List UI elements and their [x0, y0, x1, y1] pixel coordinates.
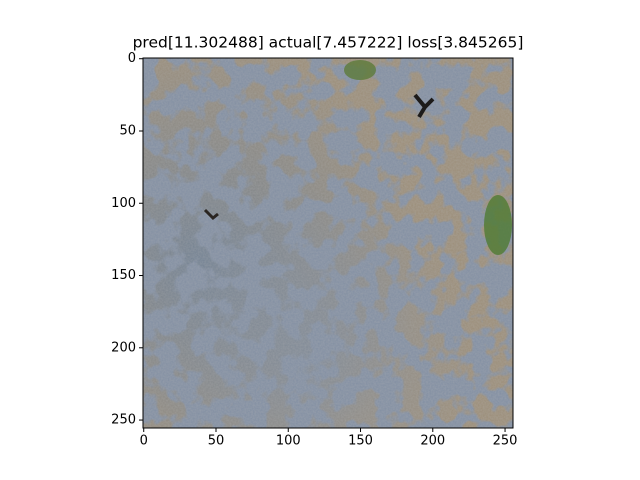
x-tick-label: 0 — [140, 434, 148, 449]
x-tick-label: 50 — [208, 434, 225, 449]
x-tick-label: 250 — [493, 434, 518, 449]
x-tick-label: 150 — [348, 434, 373, 449]
axes-frame — [142, 57, 514, 429]
chart-title: pred[11.302488] actual[7.457222] loss[3.… — [133, 34, 524, 52]
x-tick-label: 200 — [420, 434, 445, 449]
y-tick-label: 150 — [111, 268, 136, 283]
y-tick-label: 0 — [128, 51, 136, 66]
y-tick-label: 250 — [111, 413, 136, 428]
x-tick-label: 100 — [276, 434, 301, 449]
y-tick-label: 100 — [111, 196, 136, 211]
y-tick-label: 200 — [111, 340, 136, 355]
y-tick-label: 50 — [119, 123, 136, 138]
image — [143, 58, 513, 428]
